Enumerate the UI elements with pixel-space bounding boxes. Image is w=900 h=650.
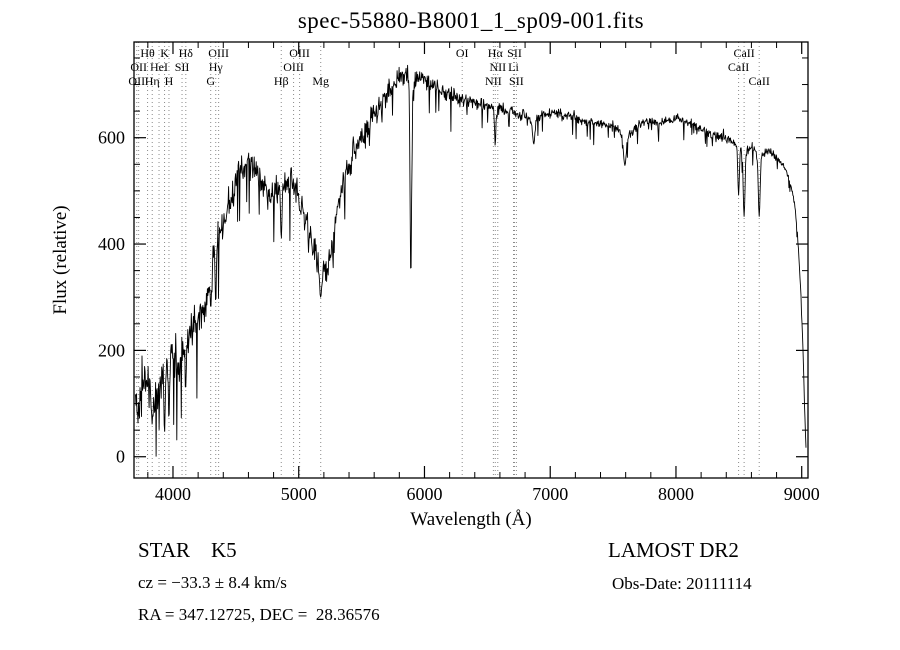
spectral-line-label: OII	[130, 60, 147, 74]
coordinates-label: RA = 347.12725, DEC = 28.36576	[138, 605, 380, 624]
x-tick-label: 5000	[281, 484, 317, 504]
x-tick-label: 6000	[406, 484, 442, 504]
radial-velocity-label: cz = −33.3 ± 8.4 km/s	[138, 573, 287, 592]
spectral-line-label: Hη	[145, 74, 160, 88]
spectral-line-label: Hα	[488, 46, 504, 60]
x-tick-label: 4000	[155, 484, 191, 504]
spectral-line-label: SII	[509, 74, 524, 88]
spectrum-trace	[134, 64, 807, 457]
plot-title: spec-55880-B8001_1_sp09-001.fits	[297, 8, 645, 33]
x-tick-label: 8000	[658, 484, 694, 504]
spectral-line-label: Hδ	[179, 46, 194, 60]
spectral-line-label: G	[206, 74, 215, 88]
x-axis-label: Wavelength (Å)	[410, 509, 531, 530]
plot-frame	[133, 41, 809, 479]
spectral-line-label: SII	[507, 46, 522, 60]
spectral-line-label: NII	[489, 60, 506, 74]
spectral-line-label: OIII	[283, 60, 304, 74]
spectral-line-label: OIII	[289, 46, 310, 60]
spectral-line-label: H	[165, 74, 174, 88]
survey-label: LAMOST DR2	[608, 538, 739, 562]
spectral-line-label: CaII	[728, 60, 749, 74]
spectral-line-label: K	[160, 46, 169, 60]
spectral-line-label: CaII	[733, 46, 754, 60]
spectral-line-label: Hθ	[140, 46, 155, 60]
spectral-line-label: CaII	[749, 74, 770, 88]
spectral-line-label: HeI	[150, 60, 168, 74]
spectral-line-label: Mg	[312, 74, 329, 88]
x-tick-label: 9000	[784, 484, 820, 504]
y-tick-label: 0	[116, 447, 125, 467]
y-tick-label: 600	[98, 128, 125, 148]
spectral-line-label: Li	[508, 60, 519, 74]
spectral-line-label: OI	[456, 46, 469, 60]
y-axis-label: Flux (relative)	[50, 205, 71, 314]
spectral-line-label: OIII	[208, 46, 229, 60]
spectral-line-label: Hγ	[209, 60, 224, 74]
classification-label: STAR K5	[138, 538, 237, 562]
spectral-line-label: SII	[175, 60, 190, 74]
y-tick-label: 200	[98, 340, 125, 360]
spectral-line-label: OII	[128, 74, 145, 88]
x-tick-label: 7000	[532, 484, 568, 504]
spectral-line-label: Hβ	[274, 74, 289, 88]
y-tick-label: 400	[98, 234, 125, 254]
spectral-line-label: NII	[485, 74, 502, 88]
obs-date-label: Obs-Date: 20111114	[612, 574, 752, 593]
